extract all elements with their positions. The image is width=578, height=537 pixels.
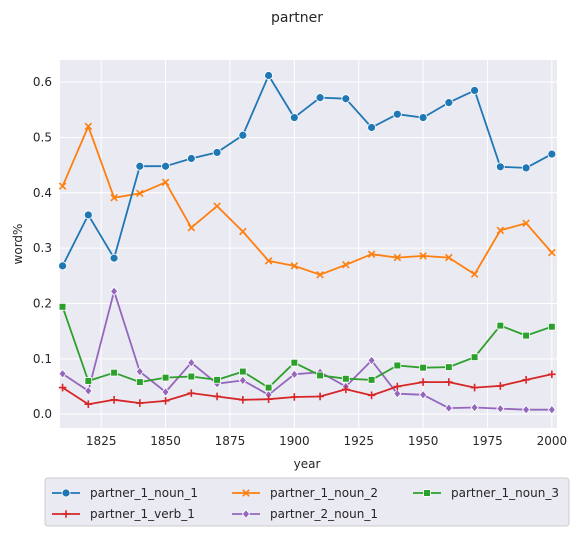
x-tick-label: 1875	[215, 434, 246, 448]
x-tick-label: 2000	[537, 434, 568, 448]
data-point	[316, 94, 324, 102]
data-point	[188, 373, 195, 380]
data-point	[393, 110, 401, 118]
data-point	[187, 155, 195, 163]
data-point	[496, 163, 504, 171]
legend-marker	[424, 490, 431, 497]
data-point	[290, 114, 298, 122]
y-tick-label: 0.5	[33, 130, 52, 144]
x-tick-label: 1925	[343, 434, 374, 448]
y-axis-ticks: 0.0 0.1 0.2 0.3 0.4 0.5 0.6	[33, 75, 52, 421]
data-point	[420, 364, 427, 371]
data-point	[110, 254, 118, 262]
legend-label: partner_1_noun_2	[270, 486, 378, 500]
data-point	[445, 364, 452, 371]
data-point	[136, 162, 144, 170]
data-point	[111, 369, 118, 376]
y-tick-label: 0.2	[33, 296, 52, 310]
y-tick-label: 0.6	[33, 75, 52, 89]
x-tick-label: 1825	[86, 434, 117, 448]
y-tick-label: 0.4	[33, 186, 52, 200]
data-point	[522, 164, 530, 172]
data-point	[136, 379, 143, 386]
x-tick-label: 1950	[408, 434, 439, 448]
x-axis-ticks: 1825 1850 1875 1900 1925 1950 1975 2000	[86, 434, 567, 448]
data-point	[265, 384, 272, 391]
data-point	[84, 211, 92, 219]
data-point	[548, 150, 556, 158]
x-axis-title: year	[294, 457, 321, 471]
y-tick-label: 0.0	[33, 407, 52, 421]
data-point	[471, 86, 479, 94]
data-point	[291, 359, 298, 366]
data-point	[445, 99, 453, 107]
x-tick-label: 1900	[279, 434, 310, 448]
data-point	[394, 362, 401, 369]
legend-label: partner_2_noun_1	[270, 507, 378, 521]
x-tick-label: 1850	[150, 434, 181, 448]
data-point	[523, 332, 530, 339]
data-point	[162, 374, 169, 381]
legend-marker	[62, 489, 70, 497]
legend-label: partner_1_verb_1	[90, 507, 195, 521]
data-point	[265, 71, 273, 79]
data-point	[85, 378, 92, 385]
legend: partner_1_noun_1 partner_1_noun_2 partner_…	[45, 478, 569, 526]
chart-title: partner	[271, 10, 323, 26]
legend-label: partner_1_noun_1	[90, 486, 198, 500]
data-point	[239, 131, 247, 139]
data-point	[419, 114, 427, 122]
data-point	[162, 162, 170, 170]
y-tick-label: 0.3	[33, 241, 52, 255]
legend-label: partner_1_noun_3	[451, 486, 559, 500]
data-point	[214, 376, 221, 383]
data-point	[59, 303, 66, 310]
y-tick-label: 0.1	[33, 352, 52, 366]
data-point	[342, 375, 349, 382]
data-point	[368, 124, 376, 132]
data-point	[497, 322, 504, 329]
data-point	[59, 262, 67, 270]
data-point	[342, 95, 350, 103]
y-axis-title: word%	[11, 224, 25, 265]
data-point	[368, 376, 375, 383]
data-point	[471, 354, 478, 361]
data-point	[548, 323, 555, 330]
data-point	[213, 148, 221, 156]
data-point	[317, 372, 324, 379]
x-tick-label: 1975	[472, 434, 503, 448]
data-point	[239, 368, 246, 375]
